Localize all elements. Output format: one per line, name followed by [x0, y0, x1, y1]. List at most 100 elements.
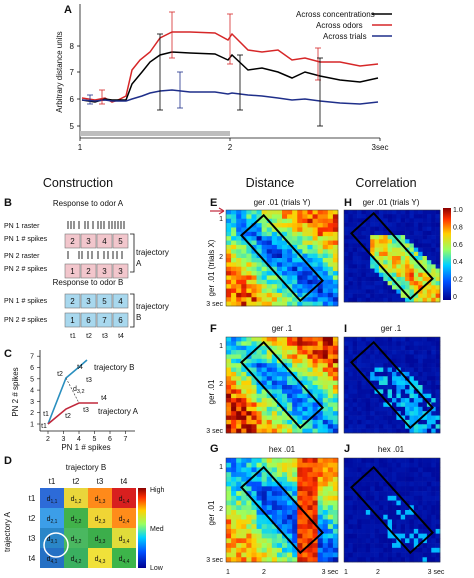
hm-I-cell	[348, 415, 354, 421]
hm-G-cell	[307, 519, 313, 525]
hm-F-cell	[307, 411, 313, 416]
hm-E-cell	[276, 236, 283, 241]
hm-E-cell	[271, 284, 278, 289]
hm-J-cell	[405, 458, 410, 464]
hm-G-cell	[266, 505, 273, 511]
hm-E-cell	[261, 223, 268, 228]
hm-I-cell	[365, 393, 371, 399]
hm-H-cell	[435, 293, 441, 299]
hm-H-cell	[387, 222, 393, 228]
hm-H-cell	[383, 256, 388, 261]
hm-E-cell	[307, 236, 313, 241]
hm-F-cell	[256, 341, 262, 347]
hm-E-cell	[236, 284, 242, 289]
hm-F-cell	[231, 411, 237, 416]
hm-J-cell	[392, 476, 397, 482]
hm-G-cell	[317, 500, 324, 506]
hm-H-cell	[378, 210, 384, 215]
hm-F-cell	[276, 428, 283, 434]
hm-I-cell	[352, 337, 358, 342]
hm-H-cell	[413, 264, 419, 269]
hm-J-cell	[405, 476, 410, 482]
hm-E-cell	[276, 240, 283, 246]
hm-G-cell	[327, 476, 334, 482]
hm-G-cell	[236, 467, 242, 473]
hm-I-cell	[378, 358, 384, 364]
hm-F-cell	[226, 415, 232, 421]
hm-J-cell	[387, 458, 393, 464]
hm-J-cell	[409, 505, 415, 511]
hm-E-cell	[241, 258, 247, 263]
hm-I-cell	[413, 376, 419, 381]
hm-E-cell	[261, 244, 268, 250]
hm-I-cell	[418, 424, 423, 429]
hm-E-cell	[312, 227, 318, 233]
hm-E-cell	[327, 284, 334, 289]
hm-E-cell	[276, 253, 283, 259]
hm-E-cell	[231, 240, 237, 246]
hm-H-cell	[352, 243, 358, 248]
hm-F-cell	[261, 367, 268, 373]
hm-J-cell	[344, 538, 349, 544]
hm-G-cell	[307, 510, 313, 516]
hm-H-cell	[352, 289, 358, 294]
hm-E-cell	[287, 279, 293, 285]
hm-H-cell	[426, 256, 432, 261]
hm-H-cell	[422, 243, 428, 248]
hm-F-cell	[256, 393, 262, 399]
hm-H-cell	[409, 272, 415, 278]
hm-I-cell	[396, 354, 402, 360]
hm-J-cell	[387, 491, 393, 497]
hm-H-cell	[426, 297, 432, 303]
hm-F-cell	[271, 402, 278, 408]
hm-G-cell	[251, 458, 257, 464]
hm-G-cell	[317, 462, 324, 468]
hm-E-cell	[276, 279, 283, 285]
hm-J-cell	[361, 519, 367, 525]
hm-I-cell	[431, 415, 436, 421]
odor-a-pn2-value-1: 2	[86, 267, 91, 276]
hm-I-cell	[361, 371, 367, 377]
hm-I-cell	[374, 415, 380, 421]
hm-F-cell	[256, 402, 262, 408]
hm-F-cell	[332, 424, 339, 429]
hm-F-cell	[246, 402, 252, 408]
hm-E-cell	[226, 214, 232, 220]
hm-J-cell	[378, 476, 384, 482]
hm-H-cell	[405, 272, 410, 278]
hm-I-cell	[431, 419, 436, 425]
hm-J-cell	[405, 528, 410, 534]
hm-F-cell	[251, 380, 257, 386]
hm-E-cell	[226, 227, 232, 233]
hm-G-cell	[276, 557, 283, 563]
hm-E-cell	[276, 227, 283, 233]
hm-I-cell	[400, 389, 406, 395]
odor-a-pn1-cell-0	[64, 233, 81, 249]
hm-I-cell	[396, 398, 402, 403]
hm-H-cell	[344, 297, 349, 303]
hm-F-cell	[266, 354, 273, 360]
hm-F-cell	[292, 380, 298, 386]
hm-G-cell	[327, 524, 334, 530]
hm-I-cell	[374, 358, 380, 364]
hm-H-cell	[383, 230, 388, 236]
hm-H-cell	[370, 230, 375, 236]
hm-J-cell	[435, 481, 441, 487]
hm-I-cell	[361, 380, 367, 386]
hm-G-cell	[317, 472, 324, 478]
hm-G-cell	[226, 467, 232, 473]
hm-E-cell	[271, 266, 278, 272]
hm-G-cell	[307, 486, 313, 492]
hm-I-cell	[370, 371, 375, 377]
hm-J-cell	[405, 467, 410, 473]
hm-J-cell	[435, 557, 441, 563]
hm-J-cell	[431, 514, 436, 520]
odor-a-pn1-value-1: 3	[86, 237, 91, 246]
hm-E-cell	[312, 253, 318, 259]
hm-H-cell	[396, 268, 402, 274]
hm-I-cell	[352, 419, 358, 425]
hm-F-cell	[332, 371, 339, 377]
hm-J-cell	[387, 547, 393, 553]
hm-G-cell	[276, 472, 283, 478]
hm-I-cell	[344, 358, 349, 364]
